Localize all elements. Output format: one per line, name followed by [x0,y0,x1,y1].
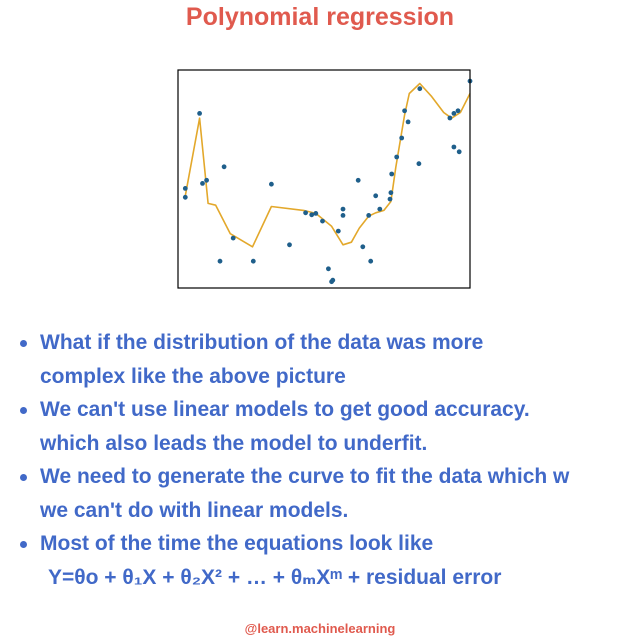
data-point [269,181,274,187]
data-point [340,206,346,212]
bullet-dot-icon [20,474,27,481]
data-point [309,212,315,218]
data-points-layer [182,78,473,285]
bullet-item: Most of the time the equations look like… [0,527,640,594]
bullet-text-line: we can't do with linear models. [40,498,349,522]
bullet-text-line: which also leads the model to underfit. [40,431,428,455]
bullet-item: We can't use linear models to get good a… [0,393,640,460]
regression-plot [130,40,510,318]
data-point [451,144,457,150]
bullet-list: What if the distribution of the data was… [0,326,640,594]
data-point [355,177,361,183]
data-point [221,164,227,170]
data-point [287,242,292,248]
data-point [388,190,394,196]
plot-area [178,70,470,318]
bullet-text-line: We need to generate the curve to fit the… [40,465,570,488]
data-point [303,210,308,216]
data-point [182,186,188,191]
bullet-text-line: What if the distribution of the data was… [40,331,484,354]
data-point [330,277,336,283]
data-point [366,213,372,218]
bullet-item: We need to generate the curve to fit the… [0,460,640,527]
data-point [456,149,462,155]
data-point [399,135,405,141]
bullet-dot-icon [20,407,27,414]
data-point [455,108,461,114]
data-point [405,119,411,125]
credit-handle: @learn.machinelearning [244,621,396,636]
data-point [313,211,319,216]
data-point [373,193,379,199]
data-point [230,235,236,241]
data-point [368,258,374,264]
bullet-item: What if the distribution of the data was… [0,326,640,393]
bullet-text-line: complex like the above picture [40,364,346,388]
data-point [402,108,407,114]
data-point [387,196,393,202]
data-point [335,228,341,234]
bullet-text-line: We can't use linear models to get good a… [40,398,530,421]
data-point [204,177,209,183]
bullet-dot-icon [20,340,27,347]
data-point [217,258,223,264]
data-point [182,194,188,200]
data-point [320,218,325,224]
data-point [389,171,395,177]
data-point [417,86,423,92]
data-point [394,154,400,160]
data-point [447,115,453,121]
bullet-dot-icon [20,541,27,548]
data-point [360,244,366,250]
data-point [451,111,457,116]
plot-svg [177,69,473,318]
bullet-text-line: Most of the time the equations look like [40,532,434,555]
data-point [200,181,205,186]
data-point [340,213,346,218]
data-point [326,266,331,272]
data-point [416,161,422,167]
data-point [250,258,256,264]
data-point [377,206,383,212]
data-point [197,111,202,116]
axes-frame [177,69,471,289]
page-title: Polynomial regression [185,3,455,31]
bullet-text-line: Y=θo + θ₁X + θ₂X² + … + θₘXᵐ + residual … [48,565,502,589]
